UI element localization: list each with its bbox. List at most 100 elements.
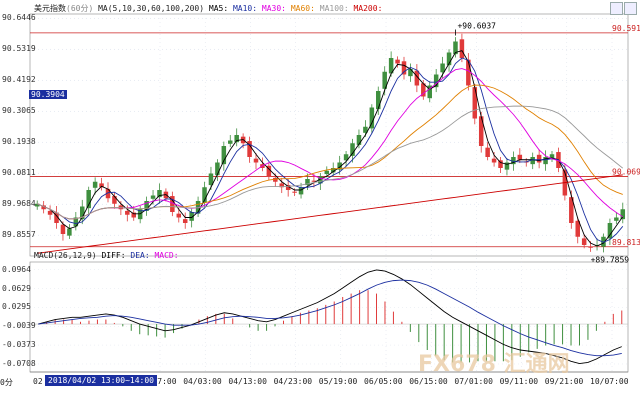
- period-label: (60分): [66, 4, 94, 13]
- candle-body: [208, 173, 214, 186]
- macd-header: MACD(26,12,9) DIFF: DEA: MACD:: [34, 251, 179, 260]
- close-icon[interactable]: [624, 2, 637, 15]
- macd-tick-label: -0.0708: [2, 358, 36, 368]
- price-tick-label: 90.4192: [2, 75, 36, 85]
- candle-body: [569, 197, 574, 223]
- ma5-line: [37, 50, 624, 247]
- candle-body: [504, 162, 510, 170]
- candle-body: [369, 107, 375, 129]
- cursor-price-label: 90.3904: [29, 90, 67, 99]
- candle-body: [459, 39, 465, 58]
- candle-body: [466, 59, 471, 86]
- candle-body: [60, 224, 66, 234]
- candle-body: [54, 212, 59, 223]
- dea-label: DEA:: [130, 251, 150, 260]
- candle-body: [215, 162, 220, 176]
- time-tick-label: 04/13:00: [228, 377, 267, 386]
- partial-left-label: 0分: [0, 378, 13, 387]
- candle-body: [41, 205, 46, 210]
- candle-body: [491, 158, 497, 163]
- price-tick-label: 89.9684: [2, 199, 36, 209]
- time-tick-label: 06/05:00: [364, 377, 403, 386]
- macd-tick-label: -0.0373: [2, 340, 36, 350]
- cursor-time-label: 2018/04/02 13:00~14:00: [45, 375, 157, 386]
- candle-body: [350, 143, 355, 156]
- candle-body: [67, 228, 72, 236]
- diff-label: DIFF:: [101, 251, 126, 260]
- candle-body: [498, 160, 503, 168]
- candle-body: [144, 201, 149, 211]
- candle-body: [131, 212, 136, 218]
- candle-body: [343, 154, 349, 161]
- candle-body: [376, 91, 381, 110]
- candle-body: [356, 135, 362, 145]
- candle-body: [298, 187, 304, 195]
- ma60-line: [37, 84, 623, 220]
- macd-params: MACD(26,12,9): [34, 251, 97, 260]
- price-panel-frame: [29, 13, 629, 257]
- candle-body: [47, 210, 53, 215]
- ma60-label: MA60:: [290, 4, 315, 13]
- price-tick-label: 90.0811: [2, 168, 36, 178]
- price-tick-label: 90.1938: [2, 137, 36, 147]
- candle-body: [530, 157, 535, 165]
- candle-body: [620, 209, 626, 220]
- candle-body: [575, 220, 580, 237]
- time-tick-label: 04/03:00: [183, 377, 222, 386]
- candle-body: [401, 61, 407, 75]
- candle-body: [221, 146, 227, 165]
- time-tick-label: 09/21:00: [544, 377, 584, 386]
- price-tick-label: 90.5319: [2, 44, 36, 54]
- candle-body: [588, 246, 593, 248]
- candle-body: [511, 157, 516, 165]
- candle-body: [337, 162, 342, 170]
- candle-body: [607, 223, 613, 239]
- candle-body: [292, 191, 297, 193]
- time-tick-label: 07/01:00: [454, 377, 493, 386]
- candle-body: [285, 185, 291, 190]
- price-tick-label: 90.6446: [2, 13, 36, 23]
- candle-body: [536, 154, 542, 163]
- candle-body: [311, 180, 317, 182]
- candle-body: [125, 210, 130, 215]
- watermark-logo: FX678 汇通网: [418, 346, 570, 378]
- candle-body: [176, 213, 182, 218]
- ma200-line: [37, 174, 623, 254]
- time-tick-label: 04/23:00: [273, 377, 313, 386]
- partial-x-start: 02: [33, 377, 43, 386]
- candle-body: [382, 71, 387, 89]
- indicator-name: 美元指数: [34, 4, 66, 13]
- ma100-line: [37, 105, 624, 220]
- candle-body: [318, 176, 323, 184]
- macd-dea-line: [38, 279, 622, 357]
- ma30-label: MA30:: [261, 4, 286, 13]
- candle-body: [324, 170, 330, 175]
- candle-body: [202, 187, 207, 203]
- candle-body: [99, 183, 104, 188]
- candle-body: [330, 168, 336, 173]
- settings-icon[interactable]: [610, 2, 623, 15]
- candle-body: [105, 188, 111, 199]
- chart-header: 美元指数(60分) MA(5,10,30,60,100,200) MA5: MA…: [34, 3, 382, 14]
- ma5-label: MA5:: [208, 4, 229, 13]
- time-tick-label: 03/17:00: [138, 377, 177, 386]
- candle-body: [247, 141, 252, 157]
- candle-body: [601, 236, 606, 247]
- ma-params: MA(5,10,30,60,100,200): [98, 4, 205, 13]
- ma30-line: [37, 68, 624, 220]
- candle-body: [581, 238, 587, 245]
- reference-line-label: 89.8136: [612, 238, 640, 247]
- time-tick-label: 10/07:00: [590, 377, 629, 386]
- candle-body: [279, 183, 284, 188]
- low-marker-label: +89.7859: [591, 255, 630, 264]
- candle-body: [408, 69, 413, 77]
- candle-body: [453, 41, 458, 55]
- price-tick-label: 90.3065: [2, 106, 36, 116]
- candle-body: [305, 179, 310, 186]
- price-tick-label: 89.8557: [2, 230, 36, 240]
- macd-tick-label: 0.0964: [2, 264, 31, 274]
- candle-body: [273, 177, 278, 182]
- candle-body: [92, 181, 98, 188]
- candle-body: [388, 58, 394, 74]
